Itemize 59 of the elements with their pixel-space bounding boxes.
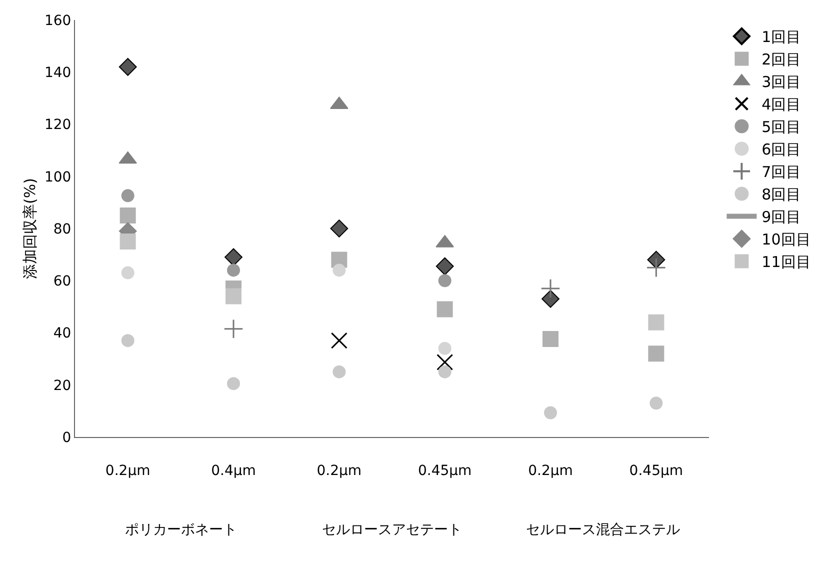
y-tick-label: 0	[62, 430, 72, 446]
legend-label: 4回目	[762, 96, 802, 114]
point	[121, 334, 134, 348]
point	[118, 58, 137, 76]
legend-label: 3回目	[762, 73, 802, 92]
legend-label: 7回目	[762, 163, 802, 182]
point	[120, 207, 136, 224]
point	[224, 318, 244, 339]
point	[120, 234, 136, 250]
legend-label: 11回目	[762, 253, 811, 272]
point	[540, 278, 560, 298]
point	[436, 257, 454, 276]
text: ポリカーボネート	[125, 522, 237, 538]
point	[227, 377, 240, 390]
text: セルロース混合エステル	[526, 522, 680, 538]
point	[542, 331, 558, 348]
y-tick-label: 120	[44, 117, 72, 134]
point	[438, 365, 452, 378]
point	[121, 266, 134, 280]
x-tick-label: 0.45μm	[418, 462, 472, 479]
y-tick-label: 160	[44, 12, 72, 29]
legend-label: 5回目	[762, 118, 802, 136]
point	[648, 314, 664, 330]
x-tick-label: 0.4μm	[211, 462, 256, 479]
point	[438, 342, 452, 355]
point	[227, 264, 240, 277]
point	[332, 365, 346, 378]
point	[544, 406, 557, 420]
y-axis-title: 添加回収率(%)	[21, 178, 39, 279]
x-tick-label: 0.45μm	[629, 462, 684, 479]
legend-label: 1回目	[762, 28, 802, 46]
point	[224, 248, 242, 266]
y-tick-label: 140	[44, 65, 72, 82]
point	[330, 332, 348, 349]
point	[438, 274, 452, 288]
point	[650, 396, 663, 410]
legend-label: 9回目	[762, 208, 802, 226]
y-tick-label: 80	[53, 221, 72, 238]
point	[121, 189, 134, 202]
point	[542, 290, 560, 308]
point	[436, 301, 453, 318]
legend-label: 8回目	[762, 186, 802, 204]
text: セルロースアセテート	[322, 522, 462, 538]
y-tick-label: 100	[44, 169, 72, 186]
point	[646, 258, 666, 278]
point	[332, 264, 346, 277]
point	[436, 354, 454, 370]
y-tick-label: 60	[53, 274, 72, 290]
legend-label: 2回目	[762, 50, 802, 69]
point	[648, 346, 664, 362]
x-tick-label: 0.2μm	[105, 462, 150, 479]
legend-label: 6回目	[762, 140, 802, 159]
legend-label: 10回目	[762, 230, 811, 249]
y-tick-label: 40	[53, 326, 72, 342]
point	[330, 220, 348, 238]
point	[226, 288, 242, 304]
x-tick-label: 0.2μm	[528, 462, 573, 479]
x-tick-label: 0.2μm	[316, 462, 362, 479]
y-tick-label: 20	[53, 378, 72, 394]
